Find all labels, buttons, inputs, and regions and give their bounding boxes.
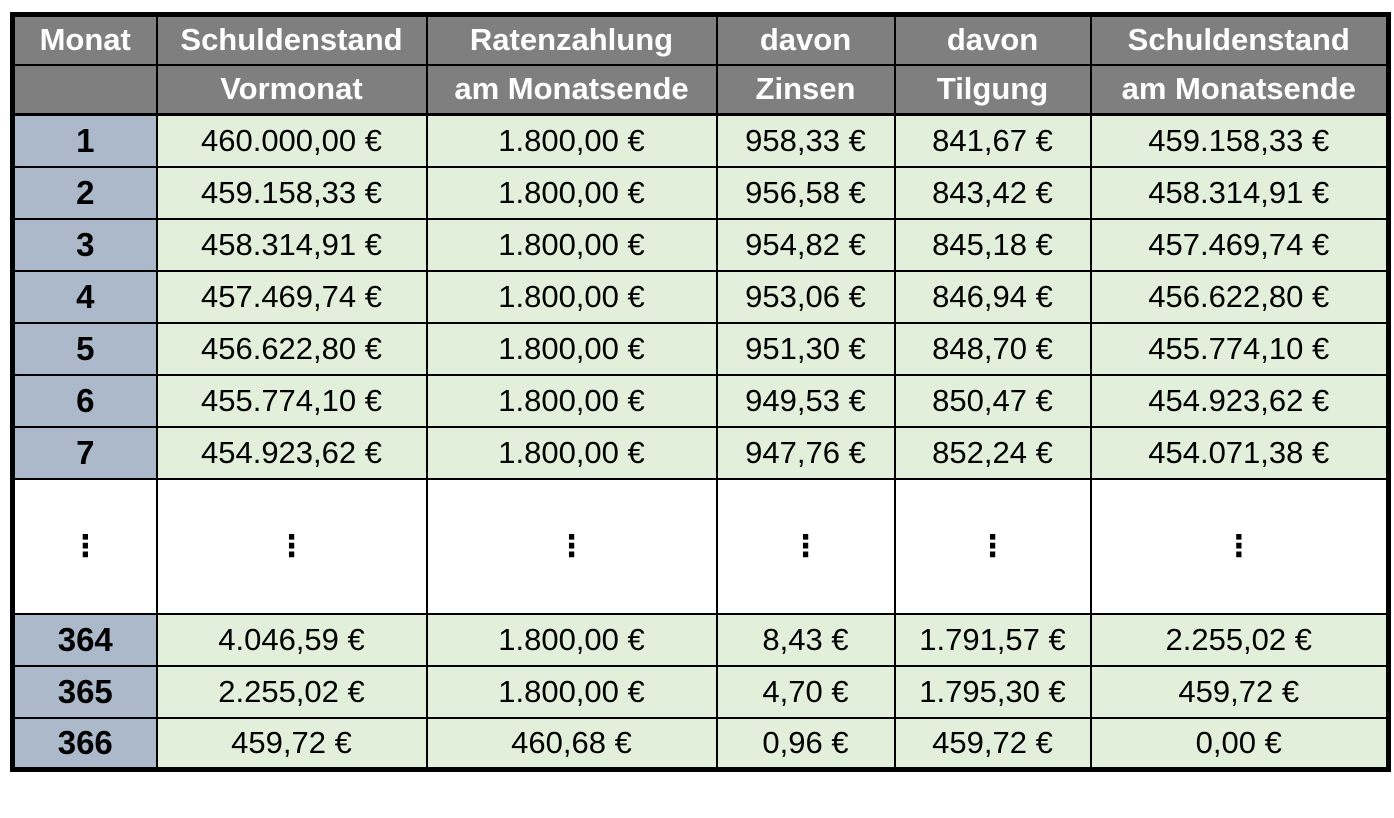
col-header-tilgung-line2: Tilgung: [893, 63, 1092, 116]
ellipsis-cell: ⋮: [155, 477, 428, 615]
value-cell: 947,76 €: [715, 425, 896, 480]
month-cell: 366: [11, 716, 158, 771]
value-cell: 954,82 €: [715, 217, 896, 272]
value-cell: 4,70 €: [715, 664, 896, 719]
table-row: 7 454.923,62 €1.800,00 €947,76 €852,24 €4…: [11, 425, 1390, 480]
value-cell: 0,96 €: [715, 716, 896, 771]
table-row: 6 455.774,10 €1.800,00 €949,53 €850,47 €4…: [11, 373, 1390, 428]
value-cell: 459.158,33 €: [1089, 113, 1390, 168]
col-header-ratenzahlung-line1: Ratenzahlung: [425, 13, 718, 66]
value-cell: 850,47 €: [893, 373, 1092, 428]
month-cell: 2: [11, 165, 158, 220]
table-row: 365 2.255,02 €1.800,00 €4,70 €1.795,30 €4…: [11, 664, 1390, 719]
value-cell: 4.046,59 €: [155, 612, 428, 667]
header-row-1: Monat Schuldenstand Ratenzahlung davon d…: [11, 13, 1390, 66]
value-cell: 949,53 €: [715, 373, 896, 428]
month-cell: 365: [11, 664, 158, 719]
value-cell: 457.469,74 €: [155, 269, 428, 324]
month-cell: 1: [11, 113, 158, 168]
col-header-ratenzahlung-line2: am Monatsende: [425, 63, 718, 116]
ellipsis-cell: ⋮: [893, 477, 1092, 615]
value-cell: 843,42 €: [893, 165, 1092, 220]
month-cell: 5: [11, 321, 158, 376]
table-header: Monat Schuldenstand Ratenzahlung davon d…: [11, 13, 1390, 116]
value-cell: 1.800,00 €: [425, 113, 718, 168]
col-header-schuldenstand-vormonat-line2: Vormonat: [155, 63, 428, 116]
value-cell: 455.774,10 €: [1089, 321, 1390, 376]
value-cell: 456.622,80 €: [155, 321, 428, 376]
value-cell: 841,67 €: [893, 113, 1092, 168]
value-cell: 1.791,57 €: [893, 612, 1092, 667]
value-cell: 458.314,91 €: [155, 217, 428, 272]
value-cell: 1.800,00 €: [425, 425, 718, 480]
header-row-2: Vormonat am Monatsende Zinsen Tilgung am…: [11, 63, 1390, 116]
col-header-monat-empty: [11, 63, 158, 116]
amortization-table: Monat Schuldenstand Ratenzahlung davon d…: [10, 12, 1391, 772]
ellipsis-cell: ⋮: [11, 477, 158, 615]
value-cell: 846,94 €: [893, 269, 1092, 324]
col-header-monat: Monat: [11, 13, 158, 66]
ellipsis-cell: ⋮: [425, 477, 718, 615]
value-cell: 454.923,62 €: [1089, 373, 1390, 428]
table-body: 1 460.000,00 €1.800,00 €958,33 €841,67 €4…: [11, 113, 1390, 771]
value-cell: 2.255,02 €: [1089, 612, 1390, 667]
value-cell: 458.314,91 €: [1089, 165, 1390, 220]
month-cell: 3: [11, 217, 158, 272]
value-cell: 460,68 €: [425, 716, 718, 771]
month-cell: 364: [11, 612, 158, 667]
value-cell: 454.923,62 €: [155, 425, 428, 480]
month-cell: 7: [11, 425, 158, 480]
table-row: 366 459,72 €460,68 €0,96 €459,72 €0,00 €: [11, 716, 1390, 771]
table-row: 1 460.000,00 €1.800,00 €958,33 €841,67 €4…: [11, 113, 1390, 168]
value-cell: 460.000,00 €: [155, 113, 428, 168]
month-cell: 4: [11, 269, 158, 324]
ellipsis-cell: ⋮: [715, 477, 896, 615]
table-row: 2 459.158,33 €1.800,00 €956,58 €843,42 €4…: [11, 165, 1390, 220]
col-header-schuldenstand-vormonat-line1: Schuldenstand: [155, 13, 428, 66]
value-cell: 1.800,00 €: [425, 321, 718, 376]
value-cell: 456.622,80 €: [1089, 269, 1390, 324]
table-row: 5 456.622,80 €1.800,00 €951,30 €848,70 €4…: [11, 321, 1390, 376]
col-header-schuldenstand-monatsende-line2: am Monatsende: [1089, 63, 1390, 116]
table-row: 364 4.046,59 €1.800,00 €8,43 €1.791,57 €2…: [11, 612, 1390, 667]
value-cell: 8,43 €: [715, 612, 896, 667]
value-cell: 953,06 €: [715, 269, 896, 324]
value-cell: 459,72 €: [893, 716, 1092, 771]
ellipsis-cell: ⋮: [1089, 477, 1390, 615]
value-cell: 1.800,00 €: [425, 217, 718, 272]
value-cell: 951,30 €: [715, 321, 896, 376]
col-header-zinsen-line1: davon: [715, 13, 896, 66]
table-row: 3 458.314,91 €1.800,00 €954,82 €845,18 €4…: [11, 217, 1390, 272]
value-cell: 1.800,00 €: [425, 165, 718, 220]
table-row: 4 457.469,74 €1.800,00 €953,06 €846,94 €4…: [11, 269, 1390, 324]
value-cell: 1.800,00 €: [425, 664, 718, 719]
ellipsis-row: ⋮ ⋮ ⋮ ⋮ ⋮ ⋮: [11, 477, 1390, 615]
value-cell: 459.158,33 €: [155, 165, 428, 220]
col-header-schuldenstand-monatsende-line1: Schuldenstand: [1089, 13, 1390, 66]
value-cell: 1.800,00 €: [425, 269, 718, 324]
value-cell: 956,58 €: [715, 165, 896, 220]
value-cell: 459,72 €: [155, 716, 428, 771]
value-cell: 852,24 €: [893, 425, 1092, 480]
value-cell: 454.071,38 €: [1089, 425, 1390, 480]
value-cell: 1.795,30 €: [893, 664, 1092, 719]
value-cell: 457.469,74 €: [1089, 217, 1390, 272]
value-cell: 455.774,10 €: [155, 373, 428, 428]
value-cell: 0,00 €: [1089, 716, 1390, 771]
value-cell: 459,72 €: [1089, 664, 1390, 719]
value-cell: 2.255,02 €: [155, 664, 428, 719]
value-cell: 1.800,00 €: [425, 612, 718, 667]
value-cell: 848,70 €: [893, 321, 1092, 376]
value-cell: 958,33 €: [715, 113, 896, 168]
value-cell: 845,18 €: [893, 217, 1092, 272]
value-cell: 1.800,00 €: [425, 373, 718, 428]
col-header-tilgung-line1: davon: [893, 13, 1092, 66]
col-header-zinsen-line2: Zinsen: [715, 63, 896, 116]
month-cell: 6: [11, 373, 158, 428]
